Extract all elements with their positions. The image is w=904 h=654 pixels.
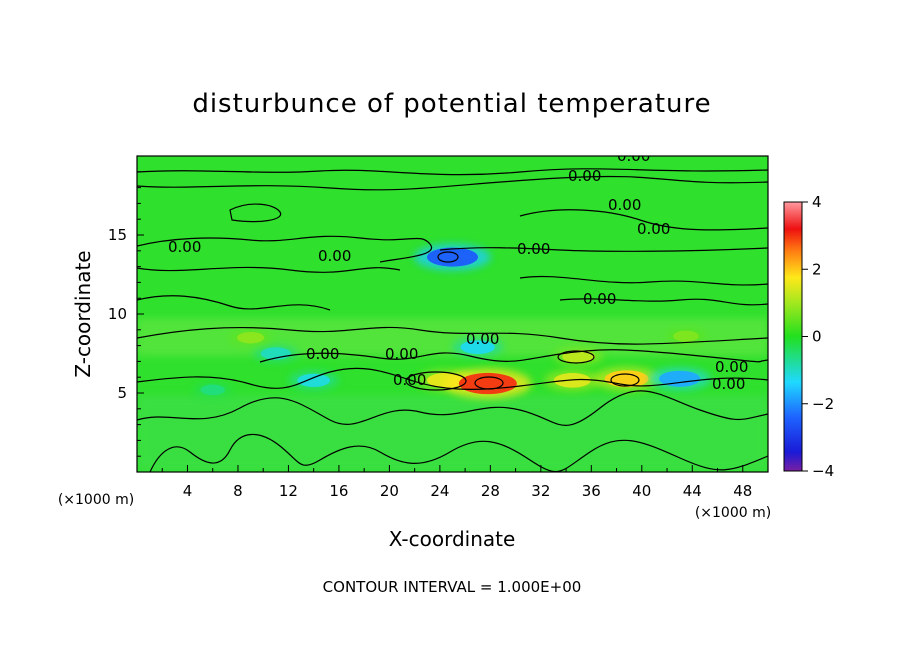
contour-label: 0.00	[568, 167, 601, 185]
contour-label: 0.00	[637, 220, 670, 238]
plot-area: 0.00 0.00 0.00 0.00 0.00 0.00 0.00 0.00 …	[137, 147, 768, 472]
anomaly-core	[673, 330, 699, 342]
x-tick-label: 16	[329, 482, 348, 500]
anomaly-core	[460, 340, 495, 355]
y-tick-label: 15	[108, 226, 127, 244]
contour-line	[405, 371, 467, 391]
contour-label: 0.00	[168, 238, 201, 256]
colorbar-tick-label: 4	[812, 193, 822, 211]
contour-lines	[137, 168, 768, 472]
contour-label: 0.00	[385, 345, 418, 363]
colorbar-gradient	[783, 201, 803, 472]
colorbar: 4 2 0 −2 −4	[783, 193, 834, 480]
contour-line	[137, 175, 768, 191]
contour-line	[439, 247, 768, 252]
contour-label: 0.00	[466, 330, 499, 348]
anomaly-core	[297, 373, 331, 387]
contour-line	[259, 349, 768, 363]
contour-line	[557, 350, 595, 364]
contour-label: 0.00	[393, 371, 426, 389]
x-tick-label: 36	[582, 482, 601, 500]
anomaly-core	[236, 331, 265, 344]
x-tick-label: 44	[683, 482, 702, 500]
colorbar-tick-label: −4	[812, 462, 834, 480]
anomaly-layer	[194, 243, 711, 399]
contour-line	[137, 266, 401, 273]
contour-line	[137, 326, 768, 345]
x-tick-label: 28	[481, 482, 500, 500]
x-axis: 4 8 12 16 20 24 28 32 36 40 44 48	[161, 465, 752, 500]
contour-line	[137, 295, 331, 311]
contour-label: 0.00	[306, 345, 339, 363]
contour-line	[437, 251, 459, 263]
contour-label: 0.00	[715, 358, 748, 376]
contour-label: 0.00	[617, 147, 650, 165]
colorbar-tick-label: −2	[812, 395, 834, 413]
contour-line	[137, 390, 768, 426]
y-tick-label: 10	[108, 305, 127, 323]
contour-line	[559, 298, 768, 306]
anomaly-core	[427, 247, 478, 267]
contour-line	[229, 203, 282, 223]
chart-title: disturbunce of potential temperature	[192, 89, 711, 119]
x-tick-label: 4	[183, 482, 193, 500]
anomaly-core	[200, 384, 225, 396]
contour-line	[519, 275, 768, 286]
contour-labels: 0.00 0.00 0.00 0.00 0.00 0.00 0.00 0.00 …	[168, 147, 748, 393]
contour-interval-note: CONTOUR INTERVAL = 1.000E+00	[323, 578, 582, 596]
x-tick-label: 48	[733, 482, 752, 500]
x-tick-label: 24	[430, 482, 449, 500]
contour-line	[474, 376, 504, 390]
x-tick-label: 20	[380, 482, 399, 500]
anomaly-core	[458, 372, 517, 395]
x-tick-label: 12	[279, 482, 298, 500]
x-axis-unit: (×1000 m)	[695, 505, 771, 521]
contour-label: 0.00	[583, 290, 616, 308]
x-tick-label: 40	[632, 482, 651, 500]
anomaly-core	[659, 370, 701, 387]
colorbar-ticks: 4 2 0 −2 −4	[802, 193, 834, 480]
contour-line	[137, 235, 433, 263]
contour-label: 0.00	[712, 375, 745, 393]
contour-line	[137, 168, 768, 176]
field-band-lower	[137, 395, 768, 472]
contour-line	[519, 209, 768, 231]
anomaly-core	[562, 350, 596, 364]
y-tick-label: 5	[117, 384, 127, 402]
contour-label: 0.00	[517, 240, 550, 258]
y-axis-label: Z-coordinate	[71, 250, 95, 377]
x-axis-label: X-coordinate	[389, 527, 516, 551]
x-tick-label: 8	[233, 482, 243, 500]
colorbar-tick-label: 2	[812, 260, 822, 278]
contour-label: 0.00	[318, 247, 351, 265]
contour-label: 0.00	[608, 196, 641, 214]
contour-line	[149, 433, 768, 472]
contour-line	[610, 373, 640, 387]
x-tick-label: 32	[531, 482, 550, 500]
colorbar-tick-label: 0	[812, 328, 822, 346]
y-axis-unit: (×1000 m)	[58, 492, 134, 508]
y-axis: 5 10 15	[108, 171, 144, 457]
